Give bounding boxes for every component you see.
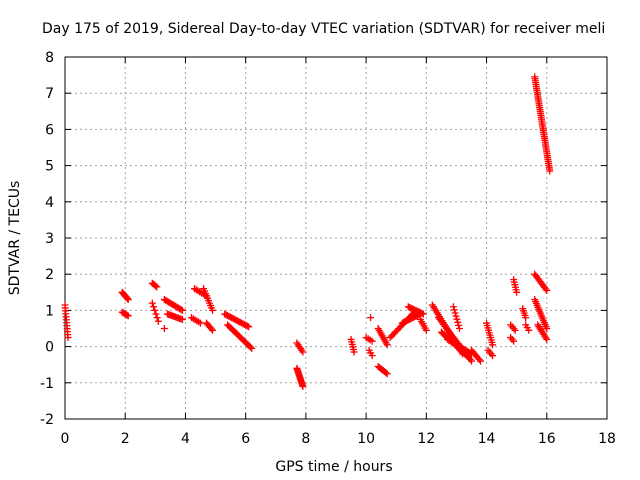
data-point xyxy=(475,356,483,364)
data-point xyxy=(454,318,462,326)
data-point xyxy=(299,382,307,390)
y-tick-label: -2 xyxy=(40,412,54,428)
data-point xyxy=(451,309,459,317)
y-tick-label: 4 xyxy=(45,195,54,211)
data-point xyxy=(449,303,457,311)
x-tick-label: 12 xyxy=(417,431,435,447)
data-point xyxy=(123,294,131,302)
y-tick-label: 1 xyxy=(45,303,54,319)
data-point xyxy=(299,348,307,356)
data-point xyxy=(152,310,160,318)
data-point xyxy=(422,326,430,334)
data-point xyxy=(209,306,217,314)
y-tick-label: 6 xyxy=(45,122,54,138)
x-tick-label: 10 xyxy=(357,431,375,447)
data-point xyxy=(153,283,161,291)
x-axis-label: GPS time / hours xyxy=(275,459,392,475)
data-point xyxy=(209,326,217,334)
data-point xyxy=(150,303,158,311)
data-point xyxy=(124,312,132,320)
data-points xyxy=(61,73,554,390)
data-point xyxy=(543,286,551,294)
y-tick-label: 8 xyxy=(45,50,54,66)
data-point xyxy=(178,306,186,314)
data-point xyxy=(513,288,521,296)
y-tick-label: -1 xyxy=(40,376,54,392)
data-point xyxy=(248,344,256,352)
data-point xyxy=(418,309,426,317)
data-point xyxy=(160,325,168,332)
y-tick-label: 7 xyxy=(45,86,54,102)
data-point xyxy=(123,311,131,319)
data-point xyxy=(477,357,485,365)
data-point xyxy=(367,314,375,322)
data-point xyxy=(489,341,497,349)
data-point xyxy=(151,306,159,314)
data-point xyxy=(64,334,72,342)
data-point xyxy=(542,285,550,293)
y-tick-label: 3 xyxy=(45,231,54,247)
data-point xyxy=(124,295,132,303)
data-point xyxy=(246,343,254,351)
data-point xyxy=(178,315,186,323)
y-tick-label: 5 xyxy=(45,159,54,175)
data-point xyxy=(177,306,185,314)
data-point xyxy=(245,323,253,331)
x-tick-label: 18 xyxy=(598,431,616,447)
data-point xyxy=(368,337,376,345)
x-tick-label: 8 xyxy=(301,431,310,447)
data-point xyxy=(542,334,550,342)
y-tick-label: 0 xyxy=(45,340,54,356)
x-tick-label: 0 xyxy=(61,431,70,447)
x-tick-label: 2 xyxy=(121,431,130,447)
data-point xyxy=(383,370,391,378)
y-tick-label: 2 xyxy=(45,267,54,283)
data-point xyxy=(546,167,554,175)
data-point xyxy=(153,314,161,322)
data-point xyxy=(197,319,204,327)
data-point xyxy=(525,326,533,334)
data-point xyxy=(152,282,160,290)
data-point xyxy=(382,369,390,377)
chart-title: Day 175 of 2019, Sidereal Day-to-day VTE… xyxy=(42,21,605,37)
data-point xyxy=(419,310,427,318)
data-point xyxy=(450,306,458,314)
data-point xyxy=(207,325,215,333)
data-point xyxy=(243,322,251,330)
x-tick-label: 6 xyxy=(241,431,250,447)
data-point xyxy=(148,299,156,307)
data-point xyxy=(154,317,162,325)
data-point xyxy=(510,337,518,345)
data-point xyxy=(350,348,358,356)
data-point xyxy=(455,321,463,329)
data-point xyxy=(489,352,497,360)
data-point xyxy=(522,314,530,322)
y-axis-label: SDTVAR / TECUs xyxy=(7,181,23,296)
data-point xyxy=(543,335,551,343)
data-point xyxy=(511,326,519,334)
data-point xyxy=(453,315,461,323)
x-tick-label: 14 xyxy=(478,431,496,447)
data-point xyxy=(452,312,460,320)
x-tick-label: 4 xyxy=(181,431,190,447)
data-point xyxy=(543,325,551,332)
x-tick-label: 16 xyxy=(538,431,556,447)
data-point xyxy=(368,352,376,360)
data-point xyxy=(468,357,475,365)
data-point xyxy=(383,341,391,349)
data-point xyxy=(455,325,463,332)
data-point xyxy=(124,296,132,304)
